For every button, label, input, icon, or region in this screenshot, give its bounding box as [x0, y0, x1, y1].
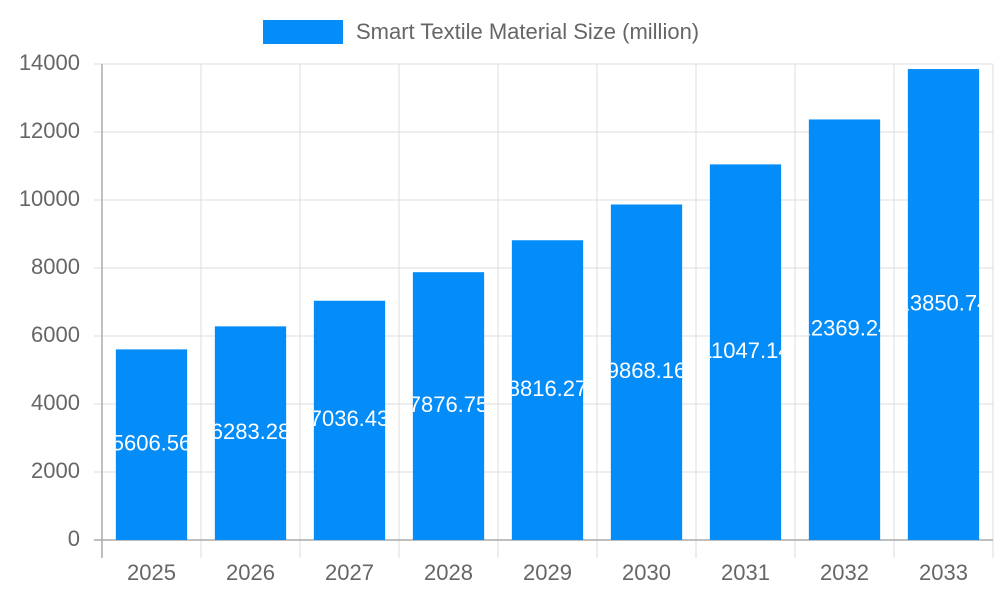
x-tick-label: 2031 — [721, 560, 770, 585]
y-tick-label: 0 — [68, 526, 80, 551]
bar — [907, 69, 980, 541]
y-tick-label: 10000 — [19, 186, 80, 211]
bar — [610, 204, 683, 541]
x-tick-label: 2032 — [820, 560, 869, 585]
data-label: 7876.75 — [409, 392, 489, 417]
bar — [511, 240, 584, 540]
y-tick-label: 12000 — [19, 118, 80, 143]
bar — [709, 164, 782, 540]
data-label: 7036.43 — [310, 406, 390, 431]
data-label: 8816.27 — [508, 376, 588, 401]
y-tick-label: 4000 — [31, 390, 80, 415]
y-tick-label: 6000 — [31, 322, 80, 347]
data-label: 6283.28 — [211, 419, 291, 444]
data-label: 9868.16 — [607, 358, 687, 383]
y-tick-label: 2000 — [31, 458, 80, 483]
x-tick-label: 2028 — [424, 560, 473, 585]
data-label: 13850.74 — [898, 290, 990, 315]
x-tick-label: 2033 — [919, 560, 968, 585]
data-label: 11047.14 — [700, 338, 790, 363]
x-tick-label: 2025 — [127, 560, 176, 585]
y-tick-label: 8000 — [31, 254, 80, 279]
bar — [313, 300, 386, 540]
data-label: 12369.24 — [799, 316, 891, 341]
x-tick-label: 2027 — [325, 560, 374, 585]
y-tick-label: 14000 — [19, 50, 80, 75]
bar — [412, 272, 485, 540]
x-tick-label: 2030 — [622, 560, 671, 585]
bar — [115, 349, 188, 540]
x-tick-label: 2026 — [226, 560, 275, 585]
x-tick-label: 2029 — [523, 560, 572, 585]
bar — [808, 119, 881, 541]
data-label: 5606.56 — [112, 431, 192, 456]
legend-swatch — [263, 20, 343, 44]
legend-label: Smart Textile Material Size (million) — [356, 19, 699, 44]
bar — [214, 326, 287, 540]
legend: Smart Textile Material Size (million) — [263, 19, 699, 44]
